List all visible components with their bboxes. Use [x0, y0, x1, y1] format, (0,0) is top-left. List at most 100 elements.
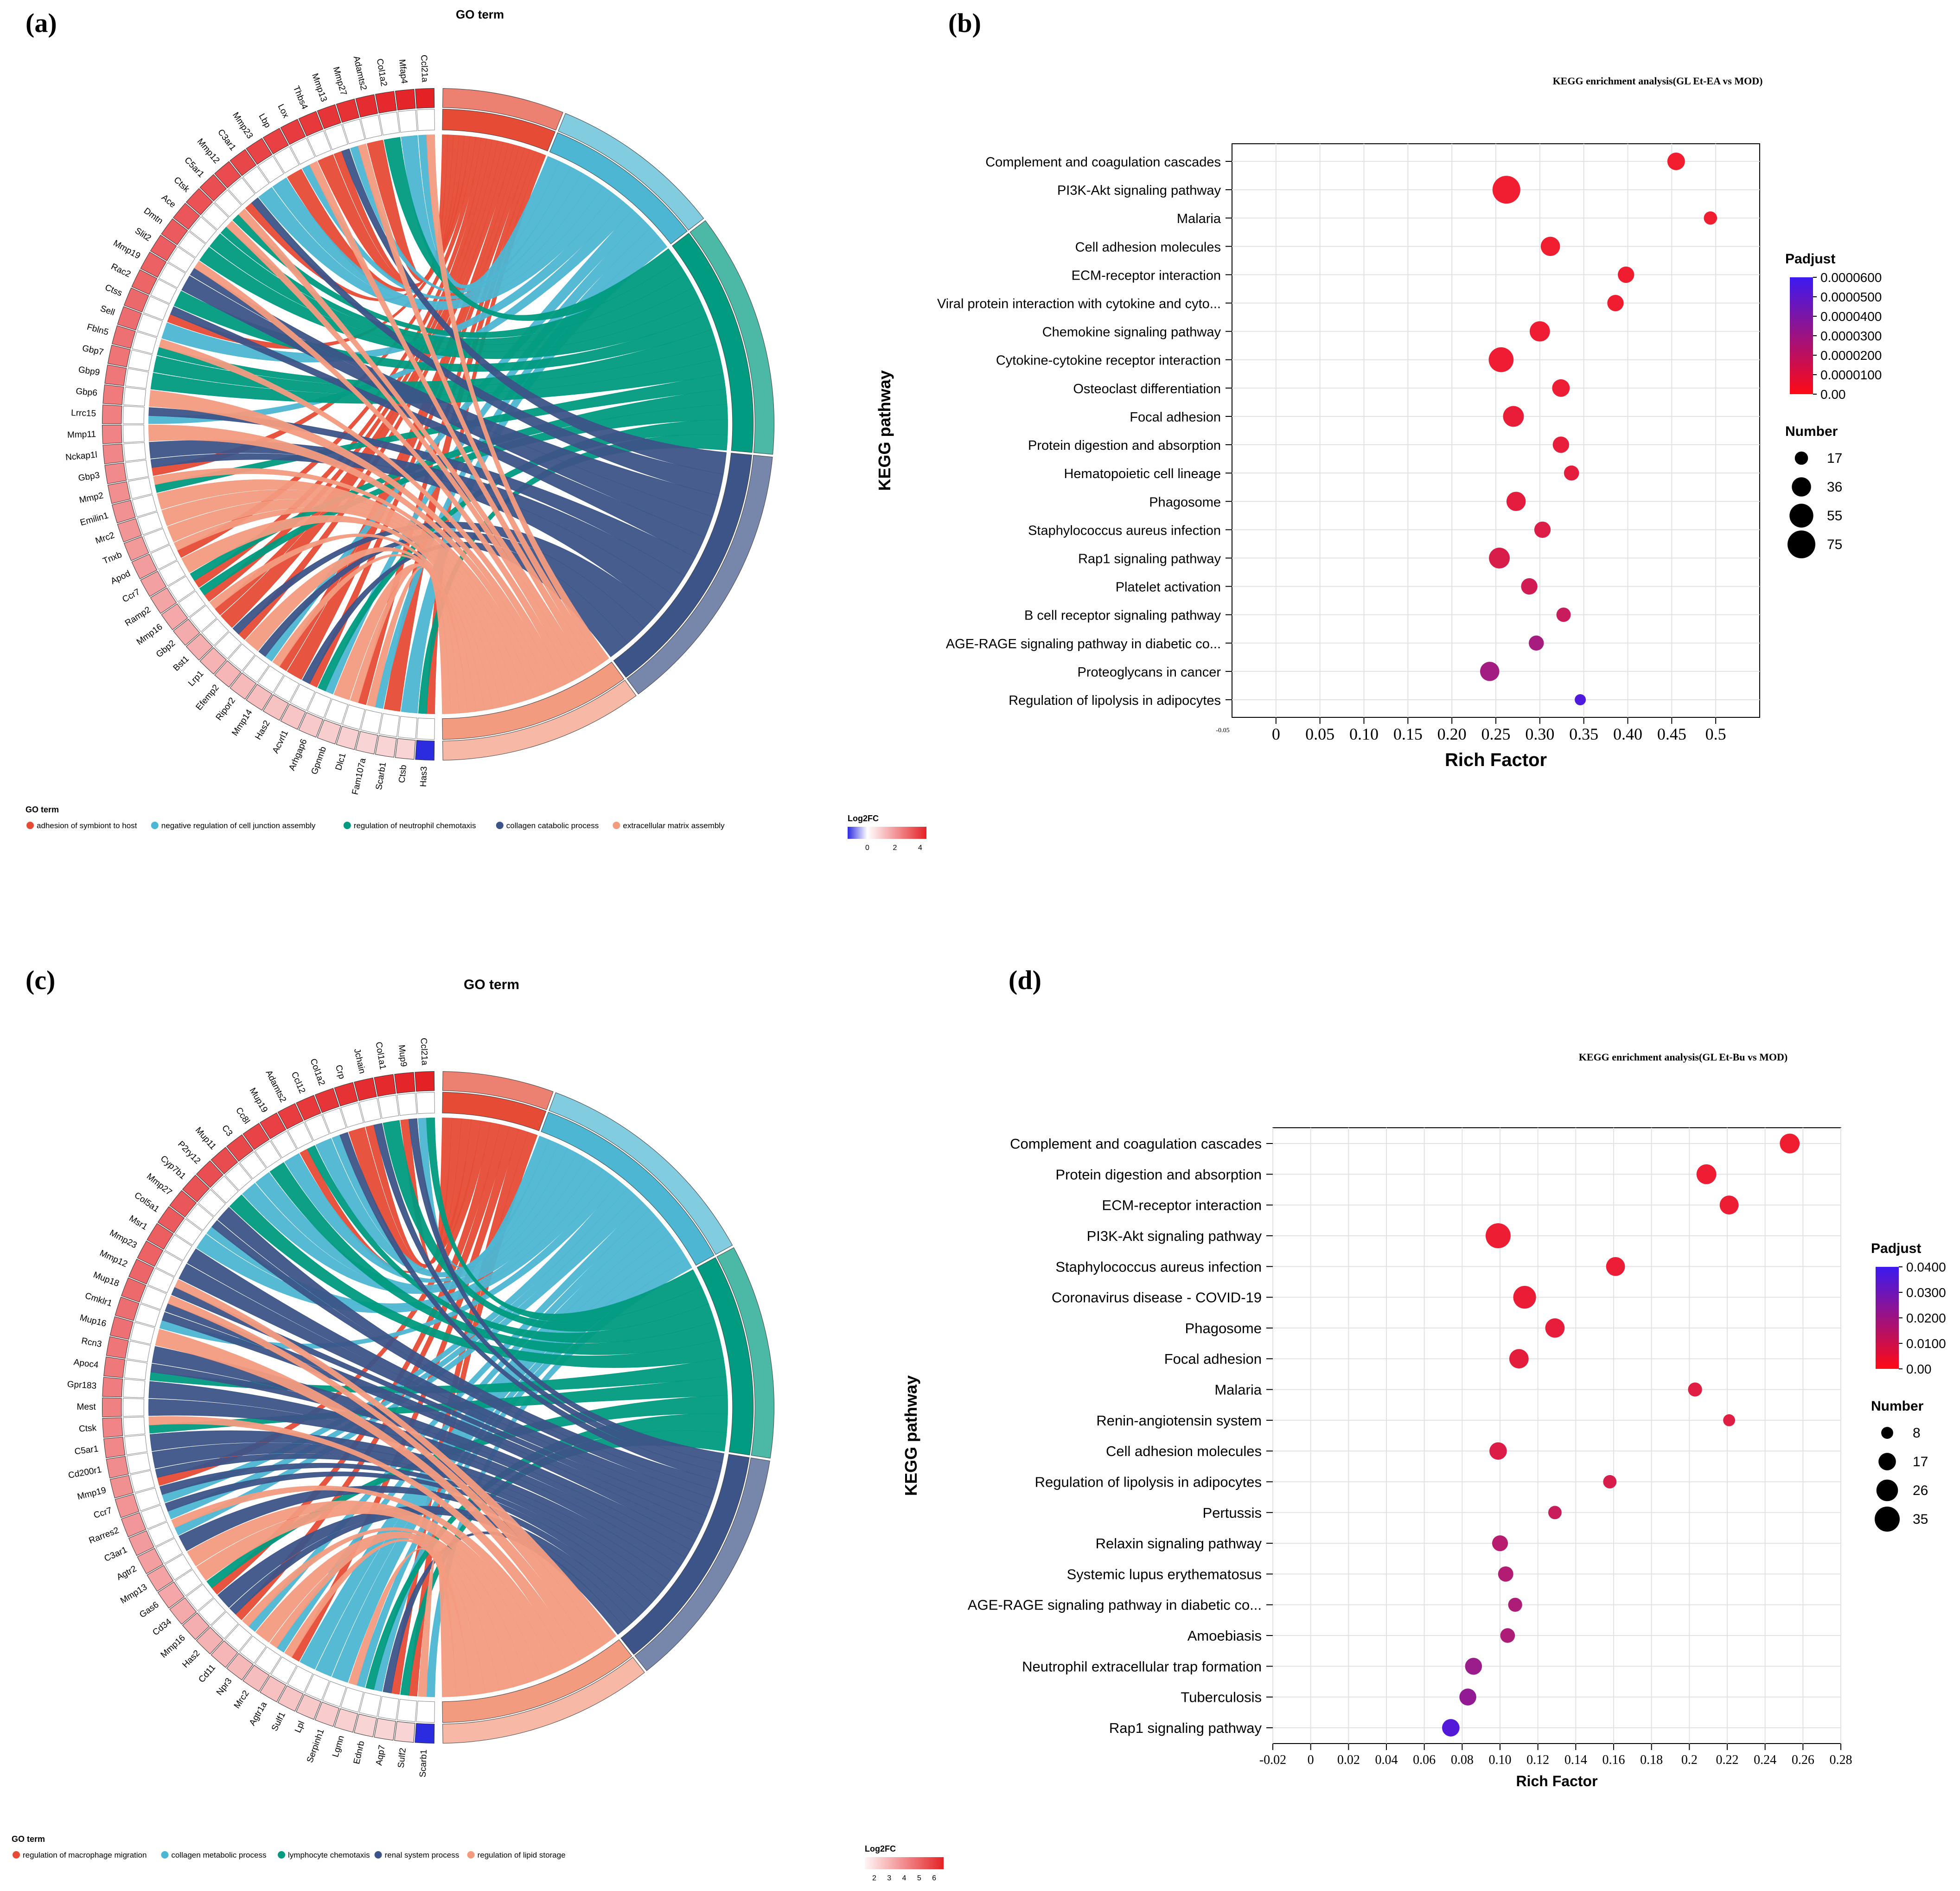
number-tick: 36	[1827, 479, 1842, 495]
y-category-label: Staphylococcus aureus infection	[1055, 1259, 1262, 1275]
gene-fc-cell	[395, 738, 416, 760]
gene-arc	[159, 262, 186, 288]
gene-fc-cell	[115, 1297, 140, 1321]
padjust-tick: 0.0100	[1906, 1336, 1946, 1351]
data-point-13	[1534, 521, 1551, 538]
y-category-label: Proteoglycans in cancer	[1078, 665, 1221, 680]
colorbar-title: Log2FC	[865, 1844, 896, 1853]
term-arc-inner	[696, 1257, 754, 1456]
y-category-label: Systemic lupus erythematosus	[1067, 1566, 1262, 1582]
gene-arc	[134, 1303, 161, 1327]
x-tick-label: 0.28	[1830, 1753, 1852, 1767]
x-tick-label: 0.10	[1349, 725, 1379, 743]
ribbon-Scarb1	[383, 151, 541, 712]
gene-arc	[186, 1584, 214, 1611]
data-point-11	[1603, 1475, 1617, 1489]
ribbon-Ctss	[170, 306, 705, 558]
gene-fc-cell	[185, 188, 213, 216]
number-legend-dot	[1794, 451, 1808, 465]
gene-fc-cell	[103, 1356, 126, 1378]
legend-swatch	[374, 1851, 382, 1859]
gene-arc	[140, 1285, 167, 1310]
colorbar-tick: 4	[918, 844, 922, 852]
gene-arc	[126, 1452, 151, 1474]
ribbon-Mup19	[284, 1148, 577, 1283]
ribbon-Fbln5	[159, 339, 566, 689]
ribbon-Mup16	[155, 1329, 593, 1661]
padjust-tick: 0.0000200	[1820, 348, 1882, 363]
number-tick: 17	[1913, 1454, 1928, 1469]
chart-title: KEGG enrichment analysis(GL Et-Bu vs MOD…	[1579, 1051, 1788, 1063]
ribbon-Rarres2	[165, 1471, 652, 1610]
gene-fc-cell	[102, 384, 124, 405]
x-tick-label: 0.04	[1375, 1753, 1398, 1767]
gene-fc-cell	[317, 719, 341, 745]
padjust-title: Padjust	[1785, 251, 1835, 267]
y-category-label: Malaria	[1177, 211, 1221, 226]
legend-swatch	[13, 1851, 20, 1859]
gene-fc-cell	[415, 1723, 435, 1744]
padjust-tick: 0.00	[1906, 1362, 1932, 1376]
x-tick-label: -0.02	[1259, 1753, 1286, 1767]
gene-arc	[211, 1175, 239, 1204]
gene-fc-cell	[196, 1627, 223, 1655]
gene-arc	[137, 313, 163, 337]
ribbon-Gas6	[196, 1508, 542, 1683]
gene-fc-cell	[102, 1377, 123, 1398]
gene-fc-cell	[211, 1640, 238, 1668]
ribbon-Ctsk	[226, 220, 581, 681]
data-point-1	[1696, 1164, 1717, 1184]
data-point-15	[1508, 1597, 1522, 1612]
gene-fc-cell	[131, 554, 158, 580]
ribbon-Mest	[148, 1399, 681, 1574]
ribbon-Emilin1	[157, 479, 535, 701]
gene-arc	[130, 1470, 155, 1493]
term-arc-outer	[442, 88, 563, 131]
gene-fc-cell	[121, 1277, 147, 1303]
ribbon-Ccr7	[181, 515, 502, 709]
gene-arc	[175, 1569, 203, 1596]
gene-fc-cell	[260, 1675, 287, 1702]
x-tick-label: 0.25	[1481, 725, 1511, 743]
gene-arc	[305, 1114, 330, 1141]
gene-arc	[159, 560, 186, 587]
gene-arc	[228, 644, 255, 671]
gene-fc-cell	[128, 1259, 154, 1284]
ribbon-Dlc1	[350, 565, 460, 714]
ribbon-Gbp3	[150, 453, 673, 613]
chart-title: KEGG enrichment analysis(GL Et-EA vs MOD…	[1553, 75, 1763, 87]
gene-arc	[377, 1696, 399, 1720]
ribbon-Gbp2	[209, 533, 493, 710]
gene-arc	[397, 1699, 417, 1722]
gene-fc-cell	[102, 1397, 122, 1418]
ribbon-Ace	[209, 233, 701, 352]
gene-fc-cell	[296, 1694, 321, 1720]
ribbon-Gpnmb	[333, 563, 468, 714]
gene-fc-cell	[374, 1718, 396, 1741]
gene-fc-cell	[106, 1456, 129, 1479]
gene-label-Gpr183: Gpr183	[67, 1380, 97, 1391]
chord-diagram-a: GO termCcl21aMfap4Col1a2Adamts2Mmp27Mmp1…	[26, 7, 926, 852]
gene-arc	[147, 1521, 175, 1547]
gene-arc	[150, 544, 178, 570]
gene-label-Ccl21a: Ccl21a	[419, 55, 429, 83]
ribbon-Scarb1	[418, 1552, 457, 1697]
gene-arc	[214, 631, 242, 659]
y-category-label: Staphylococcus aureus infection	[1028, 523, 1221, 538]
gene-fc-cell	[354, 1713, 377, 1738]
gene-fc-cell	[131, 269, 158, 295]
ribbon-Mmp23	[179, 1263, 710, 1517]
gene-fc-cell	[243, 1123, 270, 1150]
gene-fc-cell	[415, 88, 435, 109]
data-point-10	[1552, 436, 1570, 453]
gene-arc	[122, 424, 145, 443]
data-point-3	[1485, 1223, 1511, 1248]
ribbon-Mmp13	[187, 1501, 555, 1679]
gene-arc	[143, 528, 170, 553]
ribbon-C5ar1	[149, 1430, 676, 1582]
gene-arc	[307, 130, 332, 157]
y-category-label: AGE-RAGE signaling pathway in diabetic c…	[968, 1597, 1262, 1613]
ribbon-Serpinh1	[332, 1233, 676, 1683]
y-category-label: Hematopoietic cell lineage	[1064, 466, 1221, 481]
ribbon-Mmp27	[358, 143, 602, 668]
